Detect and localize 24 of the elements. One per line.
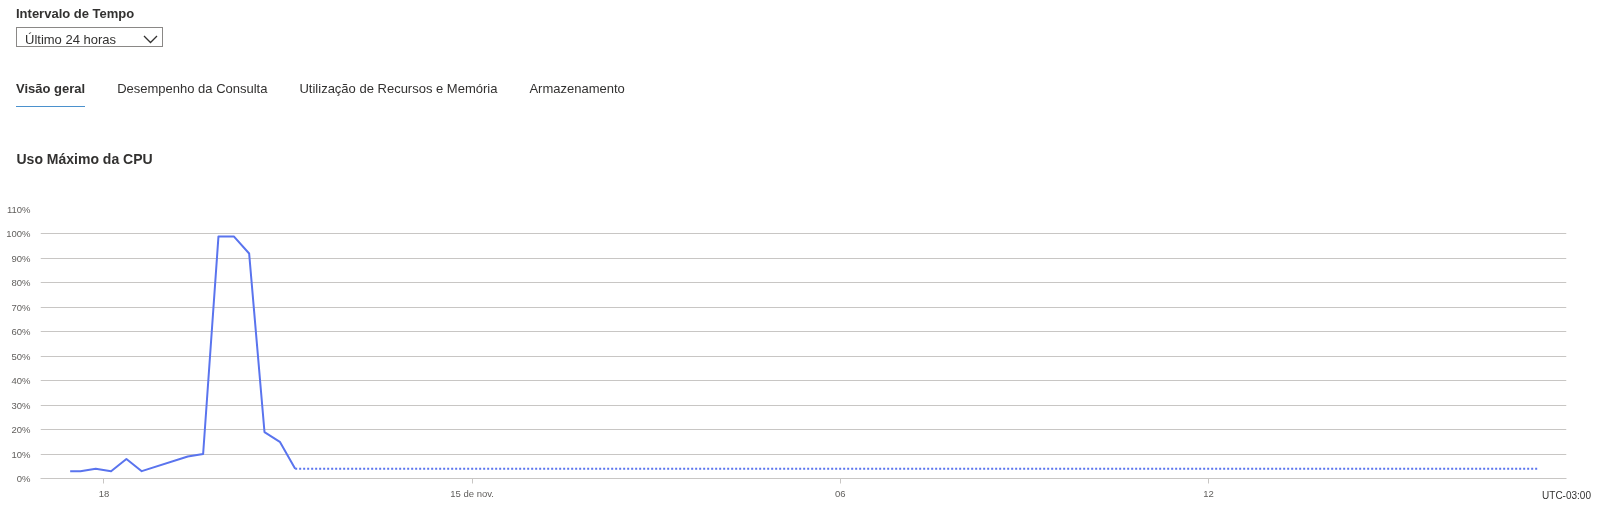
field-label: Intervalo de Tempo	[16, 5, 135, 23]
tab-label: Utilização de Recursos e Memória	[299, 81, 498, 96]
y-tick-label: 20%	[11, 424, 32, 436]
y-tick-label: 70%	[11, 301, 32, 313]
x-axis-title: UTC-03:00	[1542, 489, 1592, 501]
tab-label: Desempenho da Consulta	[117, 81, 268, 96]
x-tick-label: 15 de nov.	[450, 487, 494, 499]
tab-label: Visão geral	[16, 81, 86, 96]
x-tick-label: 06	[835, 487, 846, 499]
tab-label: Armazenamento	[529, 81, 625, 96]
y-tick-label: 90%	[11, 252, 32, 264]
x-tick-label: 18	[98, 487, 110, 499]
y-tick-label: 30%	[11, 399, 32, 411]
x-tick-label: 12	[1203, 487, 1214, 499]
y-tick-label: 10%	[11, 448, 32, 460]
y-tick-label: 40%	[11, 375, 32, 387]
chart-title: Uso Máximo da CPU	[16, 151, 153, 167]
dropdown: Último 24 horas	[16, 27, 163, 47]
y-tick-label: 0%	[16, 473, 32, 484]
y-tick-label: 50%	[11, 350, 32, 362]
y-tick-label: 60%	[11, 326, 32, 338]
y-tick-label: 80%	[11, 277, 32, 289]
y-tick-label: 100%	[6, 228, 32, 240]
y-tick-label: 110%	[6, 204, 32, 215]
